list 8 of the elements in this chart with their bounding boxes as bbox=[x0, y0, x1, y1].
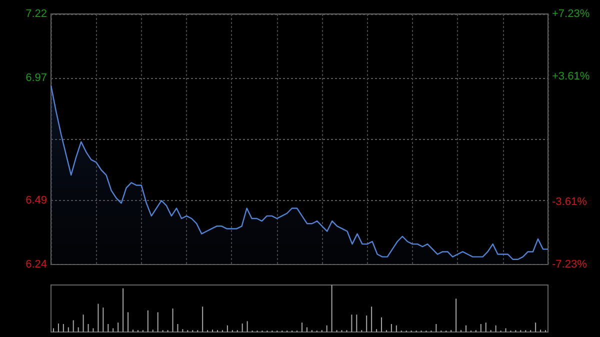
y2-tick-label: -7.23% bbox=[552, 258, 588, 270]
y-tick-label: 7.22 bbox=[26, 8, 47, 20]
y-tick-label: 6.49 bbox=[26, 194, 47, 207]
y-tick-label: 6.24 bbox=[26, 258, 47, 270]
y2-tick-label: +7.23% bbox=[552, 8, 590, 20]
y2-tick-label: +3.61% bbox=[552, 70, 590, 83]
y-tick-label: 6.97 bbox=[26, 72, 47, 84]
y2-tick-label: -3.61% bbox=[552, 196, 588, 208]
